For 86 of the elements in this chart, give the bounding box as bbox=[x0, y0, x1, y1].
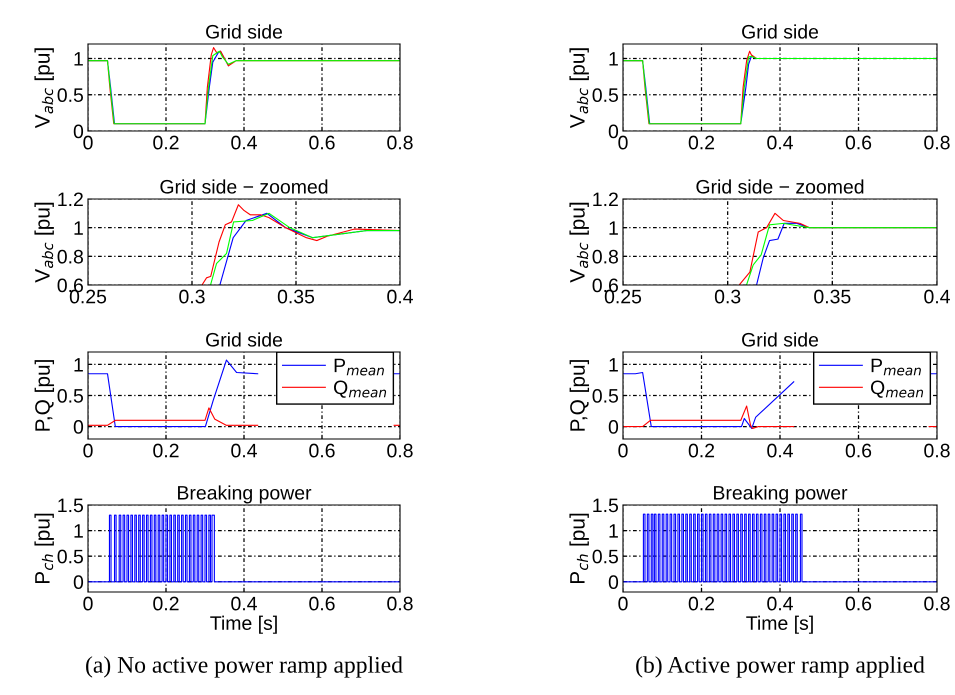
legend-label: P$_{mean}$ bbox=[334, 358, 384, 376]
x-axis-title: Time [s] bbox=[210, 616, 277, 634]
x-tick-label: 0.8 bbox=[387, 596, 413, 610]
x-tick-label: 0.8 bbox=[924, 136, 950, 150]
y-axis-title: V$_{abc}$ [pu] bbox=[569, 48, 589, 128]
y-tick-label: 0.5 bbox=[592, 88, 618, 102]
y-axis-title: V$_{abc}$ [pu] bbox=[34, 48, 54, 128]
y-tick-label: 1 bbox=[74, 52, 83, 66]
y-tick-label: 1 bbox=[74, 524, 83, 538]
x-tick-label: 0.6 bbox=[846, 444, 872, 458]
x-tick-label: 0 bbox=[83, 444, 93, 458]
x-tick-label: 0.3 bbox=[714, 290, 740, 304]
y-tick-label: 1 bbox=[610, 52, 618, 66]
x-axis-title: Time [s] bbox=[746, 616, 813, 634]
x-tick-label: 0.4 bbox=[924, 290, 950, 304]
y-axis-title: P,Q [pu] bbox=[570, 360, 590, 431]
x-tick-label: 0 bbox=[83, 136, 93, 150]
x-tick-label: 0.2 bbox=[688, 444, 714, 458]
x-tick-label: 0.6 bbox=[309, 136, 335, 150]
chart-title: Grid side − zoomed bbox=[160, 179, 328, 194]
chart-title: Grid side bbox=[206, 332, 282, 347]
y-axis-title: P,Q [pu] bbox=[34, 360, 54, 431]
x-tick-label: 0.8 bbox=[387, 136, 413, 150]
y-axis-title: V$_{abc}$ [pu] bbox=[34, 202, 54, 283]
x-tick-label: 0.4 bbox=[387, 290, 413, 304]
x-tick-label: 0.6 bbox=[309, 596, 335, 610]
x-tick-label: 0 bbox=[618, 444, 628, 458]
chart-title: Grid side − zoomed bbox=[696, 179, 864, 194]
y-tick-label: 0 bbox=[608, 124, 618, 138]
legend-label: P$_{mean}$ bbox=[872, 358, 921, 376]
y-tick-label: 1.2 bbox=[593, 192, 618, 206]
y-tick-label: 1 bbox=[74, 221, 83, 235]
x-tick-label: 0.2 bbox=[688, 136, 714, 150]
text: (a) No active power ramp applied bbox=[86, 656, 403, 678]
y-tick-label: 1.5 bbox=[593, 498, 618, 512]
y-tick-label: 0 bbox=[74, 575, 84, 589]
x-tick-label: 0.4 bbox=[231, 136, 257, 150]
x-tick-label: 0.8 bbox=[387, 444, 413, 458]
y-tick-label: 0.5 bbox=[592, 550, 618, 564]
y-tick-label: 0.8 bbox=[58, 250, 83, 264]
x-tick-label: 0.4 bbox=[767, 136, 793, 150]
x-tick-label: 0.4 bbox=[767, 444, 793, 458]
y-tick-label: 0 bbox=[74, 420, 84, 434]
legend-label: Q$_{mean}$ bbox=[870, 380, 924, 398]
chart-title: Grid side bbox=[742, 332, 818, 347]
x-tick-label: 0.2 bbox=[153, 136, 179, 150]
y-tick-label: 0.5 bbox=[58, 388, 84, 403]
x-tick-label: 0.8 bbox=[924, 596, 950, 610]
chart-title: Grid side bbox=[206, 24, 282, 39]
x-tick-label: 0.35 bbox=[814, 290, 850, 304]
x-tick-label: 0.4 bbox=[767, 596, 793, 610]
x-tick-label: 0.2 bbox=[153, 596, 179, 610]
y-axis-title: P$_{ch}$ [pu] bbox=[34, 514, 54, 584]
x-tick-label: 0.35 bbox=[278, 290, 314, 304]
chart-title: Breaking power bbox=[178, 485, 312, 504]
y-tick-label: 0.8 bbox=[592, 250, 618, 264]
chart-title: Breaking power bbox=[714, 485, 848, 504]
y-tick-label: 1 bbox=[610, 524, 618, 538]
y-tick-label: 1 bbox=[610, 221, 618, 235]
x-tick-label: 0.4 bbox=[231, 444, 257, 458]
x-tick-label: 0.6 bbox=[846, 136, 872, 150]
x-tick-label: 0.6 bbox=[846, 596, 872, 610]
x-tick-label: 0 bbox=[618, 136, 628, 150]
x-tick-label: 0.8 bbox=[924, 444, 950, 458]
x-tick-label: 0 bbox=[83, 596, 93, 610]
x-tick-label: 0.2 bbox=[153, 444, 179, 458]
y-tick-label: 1.5 bbox=[58, 498, 84, 512]
x-tick-label: 0.4 bbox=[231, 596, 257, 610]
legend-label: Q$_{mean}$ bbox=[334, 380, 386, 398]
y-tick-label: 0 bbox=[608, 575, 618, 589]
y-tick-label: 1 bbox=[74, 358, 83, 372]
y-axis-title: V$_{abc}$ [pu] bbox=[569, 202, 589, 283]
y-tick-label: 1 bbox=[610, 358, 618, 372]
text: (b) Active power ramp applied bbox=[636, 656, 925, 678]
x-tick-label: 0.6 bbox=[309, 444, 335, 458]
y-axis-title: P$_{ch}$ [pu] bbox=[569, 514, 589, 584]
y-tick-label: 0 bbox=[608, 420, 618, 434]
x-tick-label: 0 bbox=[618, 596, 628, 610]
y-tick-label: 0 bbox=[74, 124, 84, 138]
y-tick-label: 0.5 bbox=[592, 388, 618, 403]
chart-title: Grid side bbox=[742, 24, 818, 39]
y-tick-label: 1.2 bbox=[58, 192, 83, 206]
y-tick-label: 0.5 bbox=[58, 550, 84, 564]
x-tick-label: 0.2 bbox=[688, 596, 714, 610]
y-tick-label: 0.5 bbox=[58, 88, 84, 102]
x-tick-label: 0.3 bbox=[179, 290, 205, 304]
